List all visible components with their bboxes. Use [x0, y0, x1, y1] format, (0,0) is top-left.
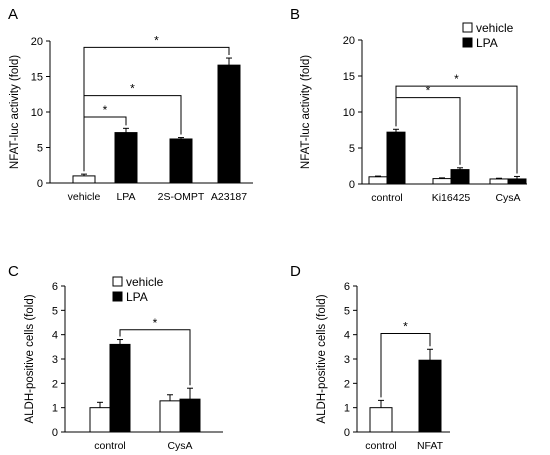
y-tick-label: 20 [31, 36, 43, 48]
panel-label-d: D [290, 263, 301, 280]
bar [89, 407, 111, 433]
significance-star: * [153, 316, 158, 330]
bar [179, 398, 201, 433]
y-tick-label: 1 [52, 403, 58, 415]
significance-star: * [130, 82, 135, 96]
category-label: CysA [167, 440, 192, 452]
legend-swatch [462, 22, 473, 33]
y-tick-label: 5 [52, 305, 58, 317]
significance-star: * [454, 72, 459, 86]
bar [489, 178, 509, 185]
y-tick-label: 10 [31, 107, 43, 119]
category-label: vehicle [68, 191, 101, 203]
category-label: control [94, 440, 126, 452]
bar [432, 178, 452, 185]
y-tick-label: 5 [349, 143, 355, 155]
bar [369, 407, 393, 433]
y-tick-label: 0 [52, 427, 58, 439]
y-tick-label: 5 [344, 305, 350, 317]
significance-star: * [103, 103, 108, 117]
legend-label: LPA [126, 290, 148, 304]
panel-a: A 0 5 10 15 20 NFAT-luc activity (fold) vehicl… [8, 6, 253, 203]
category-label: NFAT [417, 440, 444, 452]
bar [418, 359, 442, 433]
y-tick-label: 20 [343, 35, 355, 47]
y-tick-label: 6 [52, 281, 58, 293]
y-tick-label: 2 [52, 378, 58, 390]
bar [169, 138, 193, 184]
bar [217, 64, 241, 184]
y-axis-label: NFAT-luc activity (fold) [300, 55, 312, 169]
legend-swatch [462, 37, 473, 48]
panel-label-b: B [290, 6, 300, 23]
legend-swatch [112, 291, 123, 302]
y-tick-label: 15 [31, 72, 43, 84]
panel-b: B 0 5 10 15 20 NFAT-luc activity (fold) contro… [290, 6, 527, 204]
bar [450, 169, 470, 185]
legend-swatch [112, 276, 123, 287]
legend-label: vehicle [126, 275, 164, 289]
category-label: LPA [116, 191, 135, 203]
y-tick-label: 4 [52, 330, 58, 342]
significance-bracket [380, 332, 431, 398]
y-tick-label: 0 [344, 427, 350, 439]
y-tick-label: 4 [344, 330, 350, 342]
y-tick-label: 6 [344, 281, 350, 293]
significance-star: * [403, 319, 408, 333]
panel-label-c: C [8, 263, 19, 280]
y-tick-label: 0 [349, 179, 355, 191]
y-axis-label: ALDH-positive cells (fold) [316, 294, 328, 423]
category-label: A23187 [211, 191, 247, 203]
y-tick-label: 0 [37, 178, 43, 190]
significance-bracket [395, 85, 518, 174]
significance-bracket [395, 97, 461, 165]
bar [507, 178, 527, 185]
significance-star: * [154, 33, 159, 47]
category-label: 2S-OMPT [158, 191, 205, 203]
y-tick-label: 5 [37, 143, 43, 155]
y-tick-label: 3 [52, 354, 58, 366]
y-tick-label: 1 [344, 403, 350, 415]
y-tick-label: 3 [344, 354, 350, 366]
category-label: control [371, 192, 403, 204]
y-axis-label: ALDH-positive cells (fold) [24, 294, 36, 423]
category-label: CysA [495, 192, 520, 204]
panel-d: D 0 1 2 3 4 5 6 ALDH-positive cells (fold) contr… [290, 263, 450, 452]
bar [386, 131, 406, 185]
legend-label: LPA [476, 36, 498, 50]
bar [159, 400, 181, 433]
y-tick-label: 15 [343, 71, 355, 83]
bar [368, 176, 388, 185]
y-tick-label: 10 [343, 107, 355, 119]
significance-star: * [426, 84, 431, 98]
bar [109, 343, 131, 433]
y-axis-label: NFAT-luc activity (fold) [9, 55, 21, 169]
panel-label-a: A [8, 6, 18, 23]
panel-c: C 0 1 2 3 4 5 6 ALDH-positive cells (fold) contr… [8, 263, 223, 452]
legend-label: vehicle [476, 21, 514, 35]
category-label: Ki16425 [432, 192, 471, 204]
significance-bracket [83, 46, 230, 172]
y-tick-label: 2 [344, 378, 350, 390]
significance-bracket [119, 329, 191, 386]
bar [72, 175, 96, 184]
category-label: control [365, 440, 397, 452]
bar [114, 132, 138, 184]
